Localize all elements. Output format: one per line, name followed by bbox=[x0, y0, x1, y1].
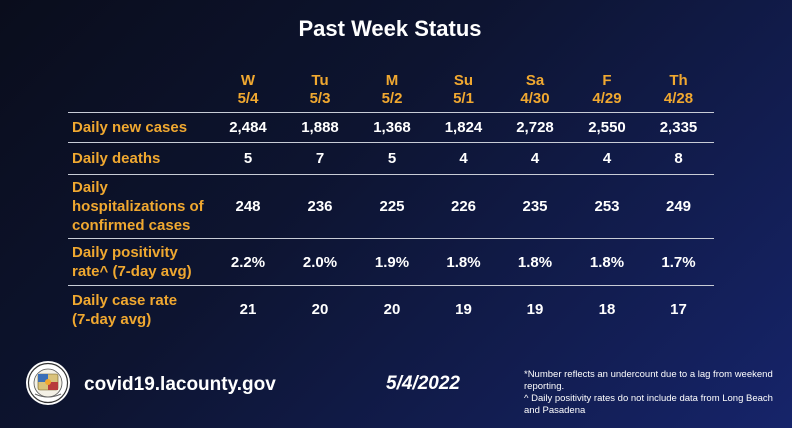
column-header: W 5/4 bbox=[212, 66, 284, 113]
column-date: 5/4 bbox=[237, 90, 259, 107]
table-cell: 1,888 bbox=[301, 119, 339, 136]
column-header: Su 5/1 bbox=[428, 66, 499, 113]
column-header: Sa 4/30 bbox=[499, 66, 571, 113]
row-label: Daily deaths bbox=[68, 143, 212, 175]
table-cell: 1,368 bbox=[373, 119, 411, 136]
table-row: Daily hospitalizations of confirmed cases … bbox=[68, 174, 714, 239]
table-cell: 2,728 bbox=[516, 119, 554, 136]
table-cell: 7 bbox=[315, 150, 325, 167]
table-row: Daily new cases 2,484 1,888 1,368 1,824 … bbox=[68, 112, 714, 143]
table-cell: 2.2% bbox=[230, 253, 266, 271]
header-row: W 5/4 Tu 5/3 M 5/2 Su 5/1 Sa 4/30 F 4/29 Th 4/2… bbox=[68, 66, 714, 113]
row-label: Daily hospitalizations of confirmed cases bbox=[68, 175, 212, 239]
table-cell: 21 bbox=[239, 301, 257, 319]
table-cell: 236 bbox=[307, 198, 333, 215]
column-day: Su bbox=[453, 72, 474, 89]
footnote-undercount: *Number reflects an undercount due to a … bbox=[524, 369, 773, 392]
table-cell: 2,550 bbox=[588, 119, 626, 136]
table-cell: 1.8% bbox=[589, 253, 625, 271]
row-label-line: rate^ (7-day avg) bbox=[72, 263, 192, 280]
table-cell: 1.8% bbox=[446, 253, 481, 271]
table-cell: 253 bbox=[594, 198, 620, 215]
column-date: 4/29 bbox=[592, 90, 622, 107]
row-label-line: Daily deaths bbox=[72, 150, 161, 167]
table-cell: 19 bbox=[455, 301, 472, 319]
row-label-line: confirmed cases bbox=[72, 217, 191, 234]
row-label-line: Daily bbox=[72, 179, 108, 196]
column-date: 4/28 bbox=[663, 90, 694, 107]
column-date: 5/3 bbox=[309, 90, 331, 107]
column-header: M 5/2 bbox=[356, 66, 428, 113]
column-day: W bbox=[240, 72, 256, 89]
table-cell: 248 bbox=[235, 198, 261, 215]
row-label-line: Daily positivity bbox=[72, 244, 178, 261]
column-header: Th 4/28 bbox=[643, 66, 714, 113]
table-cell: 4 bbox=[459, 150, 468, 167]
column-day: M bbox=[385, 72, 399, 89]
row-label-line: hospitalizations of bbox=[72, 198, 204, 215]
table-row: Daily positivity rate^ (7-day avg) 2.2% 2… bbox=[68, 238, 714, 286]
column-header: F 4/29 bbox=[571, 66, 643, 113]
table-cell: 226 bbox=[450, 198, 477, 215]
county-seal-icon bbox=[25, 360, 71, 406]
column-day: Sa bbox=[525, 72, 545, 89]
status-table: W 5/4 Tu 5/3 M 5/2 Su 5/1 Sa 4/30 F 4/29 Th 4/2… bbox=[68, 66, 714, 334]
table-cell: 17 bbox=[670, 301, 687, 319]
table-cell: 19 bbox=[526, 301, 544, 319]
table-cell: 8 bbox=[674, 150, 683, 167]
row-label: Daily case rate (7-day avg) bbox=[68, 286, 212, 334]
table-row: Daily case rate (7-day avg) 21 20 20 19 1… bbox=[68, 285, 714, 334]
table-cell: 20 bbox=[311, 301, 329, 319]
table-cell: 1.9% bbox=[374, 253, 410, 271]
column-day: Th bbox=[669, 72, 688, 89]
table-cell: 5 bbox=[243, 150, 253, 167]
column-day: F bbox=[602, 72, 612, 89]
column-date: 5/1 bbox=[453, 90, 474, 107]
table-cell: 4 bbox=[530, 150, 540, 167]
column-header: Tu 5/3 bbox=[284, 66, 356, 113]
table-cell: 1.8% bbox=[517, 253, 553, 271]
header-spacer bbox=[68, 66, 212, 113]
table-cell: 2.0% bbox=[302, 253, 338, 271]
table-cell: 225 bbox=[379, 198, 405, 215]
table-cell: 2,484 bbox=[229, 119, 267, 136]
table-cell: 235 bbox=[522, 198, 548, 215]
footnote-positivity: ^ Daily positivity rates do not include … bbox=[524, 393, 773, 416]
row-label-line: Daily case rate bbox=[72, 291, 178, 309]
table-cell: 4 bbox=[602, 150, 612, 167]
table-cell: 2,335 bbox=[659, 119, 698, 136]
table-cell: 5 bbox=[387, 150, 397, 167]
footnotes: *Number reflects an undercount due to a … bbox=[524, 369, 786, 417]
table-cell: 1.7% bbox=[661, 253, 696, 271]
website-link[interactable]: covid19.lacounty.gov bbox=[84, 374, 276, 395]
row-label: Daily new cases bbox=[68, 113, 212, 143]
row-label-line: (7-day avg) bbox=[72, 310, 152, 328]
table-cell: 249 bbox=[665, 198, 692, 215]
column-date: 4/30 bbox=[520, 90, 550, 107]
table-cell: 18 bbox=[598, 301, 616, 319]
report-date: 5/4/2022 bbox=[386, 373, 460, 394]
row-label: Daily positivity rate^ (7-day avg) bbox=[68, 239, 212, 286]
column-date: 5/2 bbox=[381, 90, 403, 107]
table-cell: 20 bbox=[383, 301, 401, 319]
row-label-line: Daily new cases bbox=[72, 119, 188, 136]
column-day: Tu bbox=[311, 72, 329, 89]
table-cell: 1,824 bbox=[444, 119, 483, 136]
page-title: Past Week Status bbox=[298, 16, 482, 41]
table-row: Daily deaths 5 7 5 4 4 4 8 bbox=[68, 142, 714, 175]
